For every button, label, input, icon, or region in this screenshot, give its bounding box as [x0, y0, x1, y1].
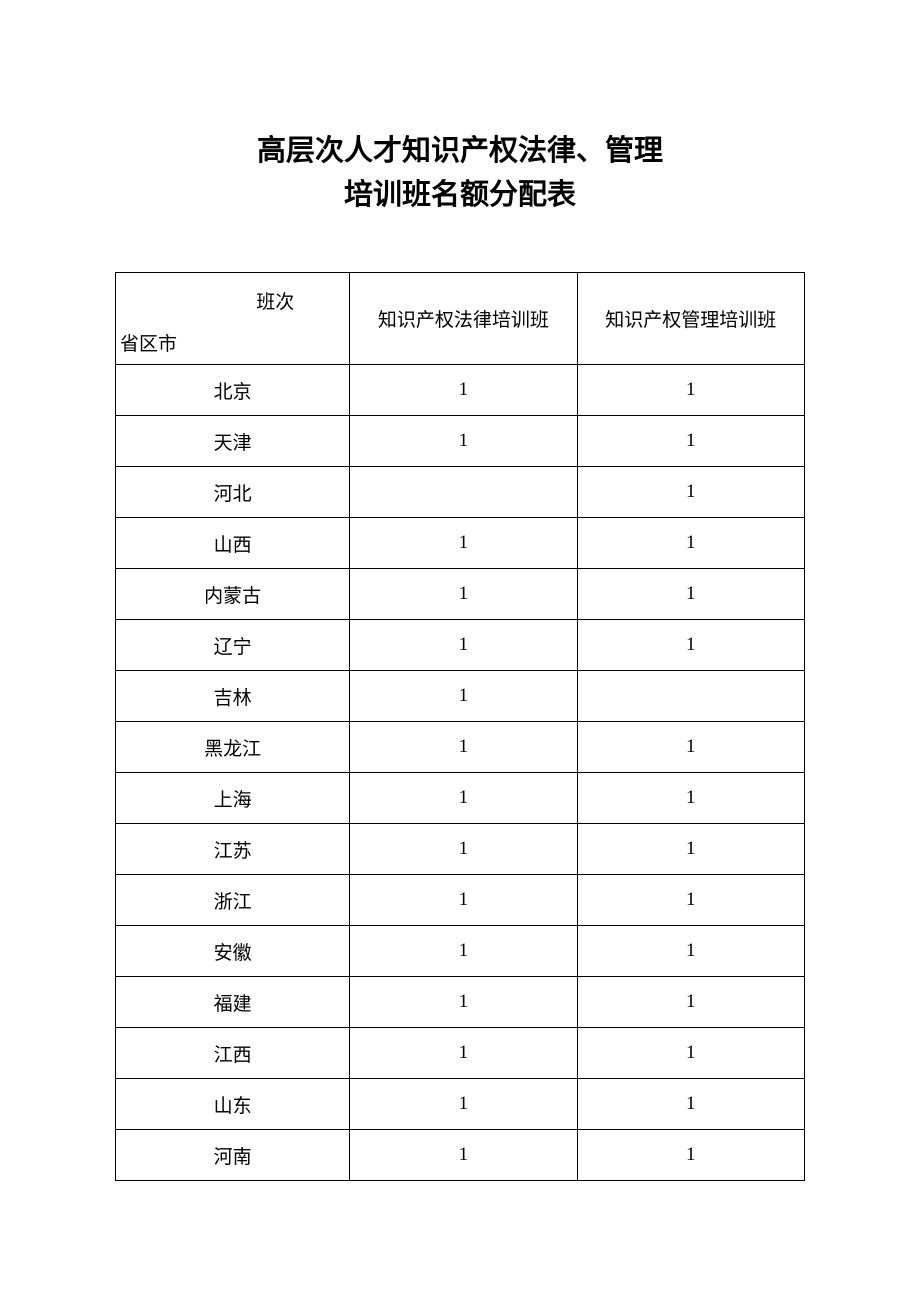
table-row: 上海11 [116, 773, 805, 824]
cell-province: 安徽 [116, 926, 350, 977]
header-col-law: 知识产权法律培训班 [350, 273, 577, 365]
header-diagonal-cell: 班次 省区市 [116, 273, 350, 365]
table-row: 山东11 [116, 1079, 805, 1130]
cell-mgmt: 1 [577, 416, 804, 467]
header-col-mgmt: 知识产权管理培训班 [577, 273, 804, 365]
cell-law: 1 [350, 365, 577, 416]
header-diagonal-bottom: 省区市 [120, 329, 177, 356]
table-row: 安徽11 [116, 926, 805, 977]
cell-mgmt: 1 [577, 824, 804, 875]
cell-mgmt: 1 [577, 1028, 804, 1079]
cell-province: 山东 [116, 1079, 350, 1130]
cell-law: 1 [350, 1130, 577, 1181]
cell-mgmt: 1 [577, 518, 804, 569]
table-row: 浙江11 [116, 875, 805, 926]
table-row: 内蒙古11 [116, 569, 805, 620]
cell-province: 河北 [116, 467, 350, 518]
cell-province: 福建 [116, 977, 350, 1028]
cell-mgmt: 1 [577, 722, 804, 773]
table-row: 辽宁11 [116, 620, 805, 671]
table-row: 黑龙江11 [116, 722, 805, 773]
cell-law: 1 [350, 620, 577, 671]
cell-province: 内蒙古 [116, 569, 350, 620]
cell-law: 1 [350, 824, 577, 875]
cell-mgmt: 1 [577, 875, 804, 926]
cell-mgmt [577, 671, 804, 722]
cell-mgmt: 1 [577, 620, 804, 671]
table-row: 江西11 [116, 1028, 805, 1079]
cell-law [350, 467, 577, 518]
cell-law: 1 [350, 416, 577, 467]
cell-province: 上海 [116, 773, 350, 824]
cell-mgmt: 1 [577, 467, 804, 518]
cell-law: 1 [350, 1028, 577, 1079]
cell-law: 1 [350, 722, 577, 773]
cell-province: 江西 [116, 1028, 350, 1079]
cell-mgmt: 1 [577, 569, 804, 620]
cell-province: 北京 [116, 365, 350, 416]
quota-table: 班次 省区市 知识产权法律培训班 知识产权管理培训班 北京11天津11河北1山西… [115, 272, 805, 1181]
cell-mgmt: 1 [577, 926, 804, 977]
table-row: 江苏11 [116, 824, 805, 875]
table-row: 福建11 [116, 977, 805, 1028]
cell-law: 1 [350, 1079, 577, 1130]
table-body: 北京11天津11河北1山西11内蒙古11辽宁11吉林1黑龙江11上海11江苏11… [116, 365, 805, 1181]
header-diagonal-top: 班次 [256, 287, 294, 314]
cell-province: 山西 [116, 518, 350, 569]
cell-province: 天津 [116, 416, 350, 467]
cell-law: 1 [350, 671, 577, 722]
cell-law: 1 [350, 977, 577, 1028]
cell-law: 1 [350, 926, 577, 977]
table-row: 河南11 [116, 1130, 805, 1181]
cell-mgmt: 1 [577, 977, 804, 1028]
cell-province: 辽宁 [116, 620, 350, 671]
cell-province: 黑龙江 [116, 722, 350, 773]
page-title-block: 高层次人才知识产权法律、管理 培训班名额分配表 [115, 130, 805, 217]
table-row: 北京11 [116, 365, 805, 416]
cell-law: 1 [350, 569, 577, 620]
cell-law: 1 [350, 875, 577, 926]
table-row: 天津11 [116, 416, 805, 467]
title-line-1: 高层次人才知识产权法律、管理 [115, 130, 805, 174]
title-line-2: 培训班名额分配表 [115, 174, 805, 218]
cell-province: 浙江 [116, 875, 350, 926]
cell-province: 河南 [116, 1130, 350, 1181]
cell-mgmt: 1 [577, 1130, 804, 1181]
cell-province: 江苏 [116, 824, 350, 875]
cell-mgmt: 1 [577, 1079, 804, 1130]
cell-law: 1 [350, 773, 577, 824]
cell-law: 1 [350, 518, 577, 569]
cell-mgmt: 1 [577, 365, 804, 416]
table-row: 吉林1 [116, 671, 805, 722]
table-header-row: 班次 省区市 知识产权法律培训班 知识产权管理培训班 [116, 273, 805, 365]
table-row: 山西11 [116, 518, 805, 569]
cell-mgmt: 1 [577, 773, 804, 824]
cell-province: 吉林 [116, 671, 350, 722]
table-row: 河北 1 [116, 467, 805, 518]
